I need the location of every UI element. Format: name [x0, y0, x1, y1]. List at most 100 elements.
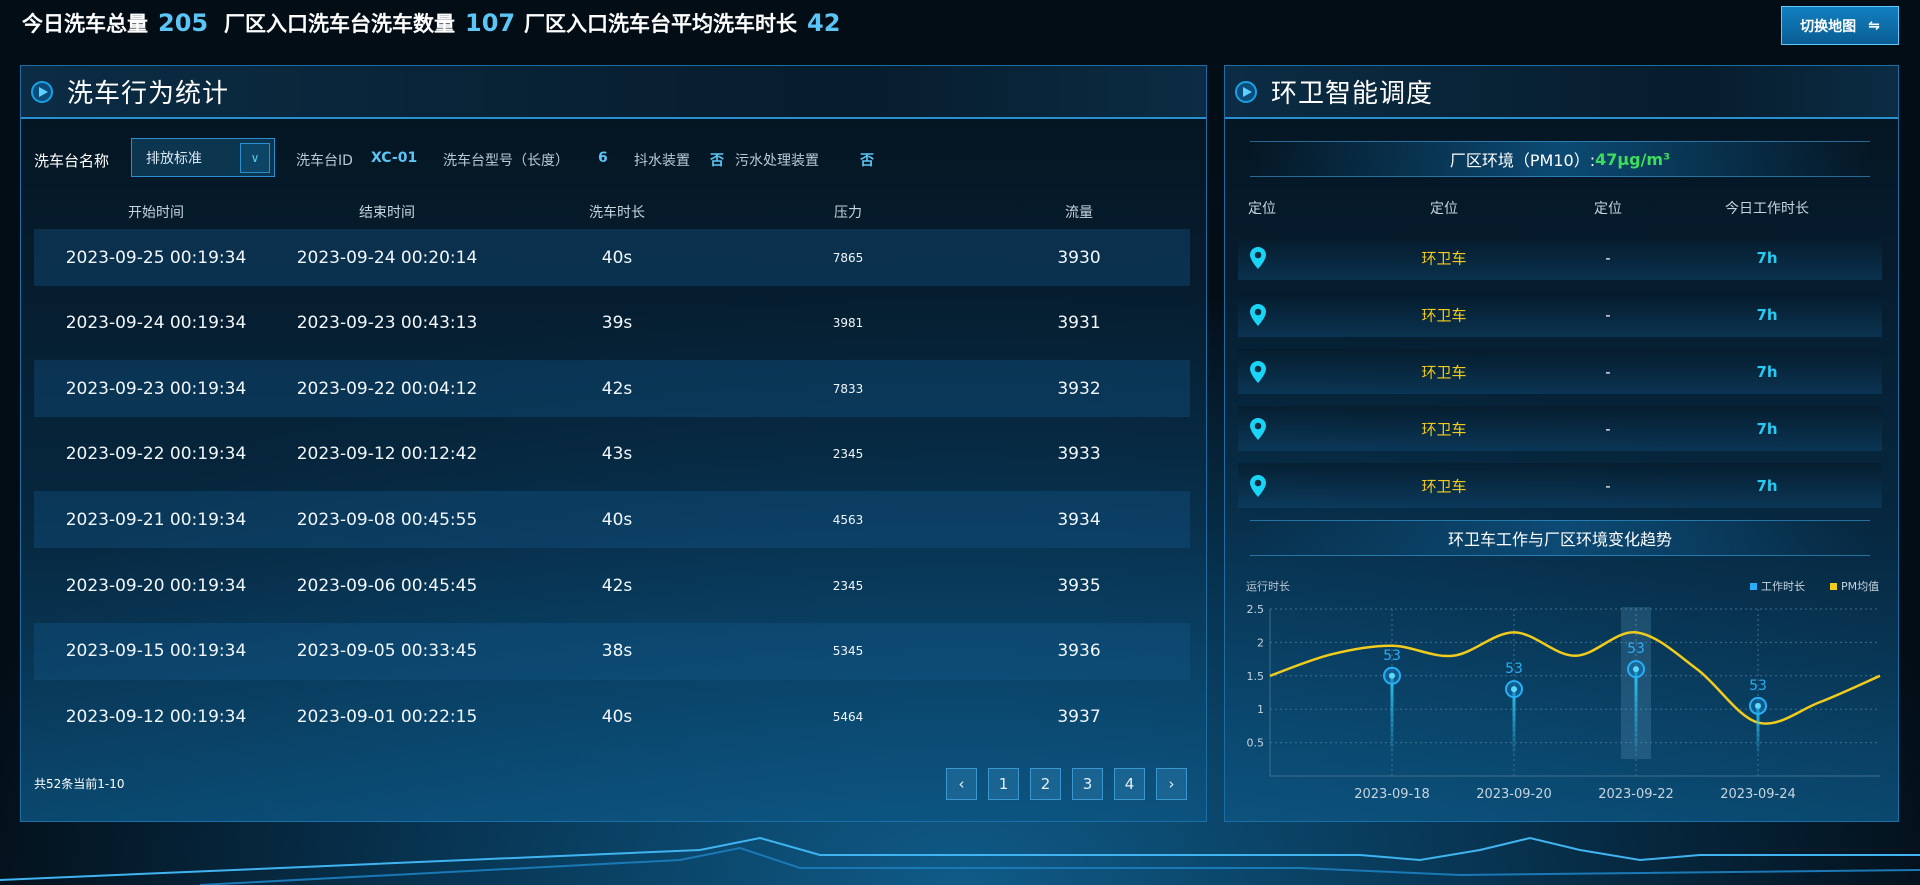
page-4-button[interactable]: 4 [1114, 768, 1145, 800]
y-tick-label: 1 [1257, 703, 1264, 716]
switch-map-button[interactable]: 切换地图 ⇋ [1781, 6, 1899, 45]
shake-label: 抖水装置 [634, 153, 690, 169]
pagination-summary: 共52条当前1-10 [34, 777, 125, 791]
panel-header: 环卫智能调度 [1225, 66, 1898, 119]
table-row[interactable]: 2023-09-21 00:19:34 2023-09-08 00:45:55 40… [34, 491, 1190, 549]
cell-flow: 3931 [1057, 313, 1101, 334]
legend-swatch-pm [1830, 583, 1837, 590]
model-label: 洗车台型号（长度） [443, 153, 569, 169]
vehicle-row[interactable]: 环卫车 - 7h [1238, 235, 1882, 280]
cell-start-time: 2023-09-15 00:19:34 [65, 641, 247, 662]
x-tick-label: 2023-09-20 [1476, 787, 1552, 802]
cell-start-time: 2023-09-22 00:19:34 [65, 444, 247, 465]
bottom-decoration [0, 836, 1920, 885]
vehicle-status: - [1605, 305, 1611, 324]
kpi-entrance-count: 厂区入口洗车台洗车数量 107 [224, 9, 516, 37]
column-header-pressure: 压力 [834, 205, 862, 221]
wash-name-label: 洗车台名称 [34, 152, 110, 170]
wash-stats-panel: 洗车行为统计 [20, 65, 1207, 822]
cell-start-time: 2023-09-24 00:19:34 [65, 313, 247, 334]
cell-duration: 40s [601, 706, 633, 727]
table-row[interactable]: 2023-09-23 00:19:34 2023-09-22 00:04:12 42… [34, 360, 1190, 418]
work-hours-stem [1390, 675, 1394, 756]
cell-pressure: 2345 [832, 447, 864, 462]
cell-start-time: 2023-09-23 00:19:34 [65, 378, 247, 399]
y-tick-label: 2.5 [1247, 603, 1265, 616]
swap-arrows-icon: ⇋ [1868, 17, 1880, 34]
x-tick-label: 2023-09-24 [1720, 787, 1796, 802]
y-tick-label: 2 [1257, 636, 1264, 649]
kpi-total: 今日洗车总量 205 [22, 9, 209, 37]
vehicle-row[interactable]: 环卫车 - 7h [1238, 349, 1882, 394]
column-header-start: 开始时间 [128, 205, 184, 221]
next-page-button[interactable]: › [1156, 768, 1187, 800]
column-header-location-3: 定位 [1594, 201, 1622, 217]
page-2-button[interactable]: 2 [1030, 768, 1061, 800]
table-row[interactable]: 2023-09-20 00:19:34 2023-09-06 00:45:45 42… [34, 557, 1190, 614]
pm10-label: 厂区环境（PM10）: [1449, 151, 1596, 170]
table-row[interactable]: 2023-09-25 00:19:34 2023-09-24 00:20:14 40… [34, 229, 1190, 286]
table-row[interactable]: 2023-09-22 00:19:34 2023-09-12 00:12:42 43… [34, 426, 1190, 483]
cell-end-time: 2023-09-24 00:20:14 [296, 247, 478, 268]
vehicle-hours: 7h [1756, 248, 1778, 267]
cell-duration: 42s [601, 378, 633, 399]
cell-duration: 43s [601, 444, 633, 465]
prev-page-button[interactable]: ‹ [946, 768, 977, 800]
vehicle-name: 环卫车 [1421, 477, 1467, 495]
sewage-label: 污水处理装置 [735, 153, 819, 169]
id-value: XC-01 [371, 150, 418, 166]
vehicle-name: 环卫车 [1421, 420, 1467, 438]
kpi-avg-duration: 厂区入口洗车台平均洗车时长 42 [524, 9, 841, 37]
chevron-down-icon[interactable]: ∨ [240, 143, 270, 173]
page-1-button[interactable]: 1 [988, 768, 1019, 800]
column-header-location-1: 定位 [1248, 201, 1276, 217]
vehicle-row[interactable]: 环卫车 - 7h [1238, 463, 1882, 508]
cell-pressure: 7833 [832, 381, 864, 396]
table-row[interactable]: 2023-09-24 00:19:34 2023-09-23 00:43:13 39… [34, 295, 1190, 352]
cell-end-time: 2023-09-08 00:45:55 [296, 509, 478, 530]
work-hours-stem [1512, 689, 1516, 756]
cell-pressure: 2345 [832, 578, 864, 593]
y-tick-label: 1.5 [1247, 670, 1265, 683]
page-3-button[interactable]: 3 [1072, 768, 1103, 800]
work-hours-label: 53 [1505, 661, 1523, 677]
cell-start-time: 2023-09-21 00:19:34 [65, 509, 247, 530]
cell-flow: 3932 [1057, 378, 1101, 399]
vehicle-row[interactable]: 环卫车 - 7h [1238, 292, 1882, 337]
cell-duration: 39s [601, 313, 633, 334]
cell-flow: 3937 [1057, 706, 1101, 727]
work-hours-stem [1756, 705, 1760, 756]
location-pin-icon[interactable] [1249, 360, 1267, 384]
vehicle-hours: 7h [1756, 476, 1778, 495]
cell-duration: 42s [601, 575, 633, 596]
table-row[interactable]: 2023-09-12 00:19:34 2023-09-01 00:22:15 40… [34, 688, 1190, 745]
vehicle-status: - [1605, 419, 1611, 438]
vehicle-hours: 7h [1756, 419, 1778, 438]
location-pin-icon[interactable] [1249, 417, 1267, 441]
location-pin-icon[interactable] [1249, 246, 1267, 270]
play-icon [31, 80, 53, 103]
cell-end-time: 2023-09-12 00:12:42 [296, 444, 478, 465]
cell-pressure: 5464 [832, 709, 864, 724]
column-header-end: 结束时间 [359, 205, 415, 221]
x-tick-label: 2023-09-18 [1354, 787, 1430, 802]
cell-pressure: 7865 [832, 250, 864, 265]
y-tick-label: 0.5 [1247, 737, 1265, 750]
sewage-value: 否 [860, 153, 874, 169]
cell-flow: 3936 [1057, 641, 1101, 662]
work-hours-point-dot [1755, 702, 1761, 709]
y-axis-label: 运行时长 [1246, 580, 1290, 593]
location-pin-icon[interactable] [1249, 474, 1267, 498]
cell-duration: 40s [601, 247, 633, 268]
location-pin-icon[interactable] [1249, 303, 1267, 327]
vehicle-row[interactable]: 环卫车 - 7h [1238, 406, 1882, 451]
cell-pressure: 3981 [832, 316, 864, 331]
play-icon [1235, 80, 1257, 103]
work-hours-label: 53 [1383, 648, 1401, 664]
pm10-value: 47μg/m³ [1595, 149, 1671, 169]
cell-flow: 3934 [1057, 509, 1101, 530]
wash-name-select[interactable]: 排放标准 ∨ [131, 138, 275, 177]
cell-flow: 3935 [1057, 575, 1101, 596]
table-row[interactable]: 2023-09-15 00:19:34 2023-09-05 00:33:45 38… [34, 622, 1190, 680]
cell-end-time: 2023-09-23 00:43:13 [296, 313, 478, 334]
